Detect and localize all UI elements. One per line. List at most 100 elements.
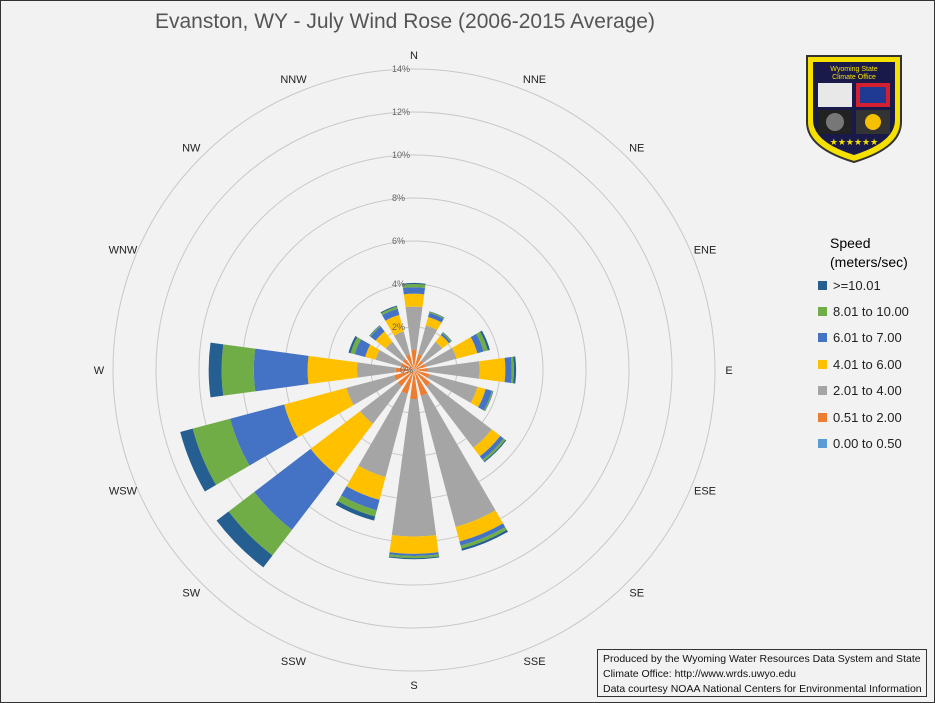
petal-segment-wsw xyxy=(180,428,217,492)
credit-line-3: Data courtesy NOAA National Centers for … xyxy=(603,683,922,695)
petal-segment-sse xyxy=(414,370,428,396)
petal-segment-nw xyxy=(402,358,414,370)
direction-label-s: S xyxy=(410,680,417,692)
direction-label-wsw: WSW xyxy=(109,486,138,498)
legend-item: 2.01 to 4.00 xyxy=(812,378,932,404)
petal-segment-nne xyxy=(418,325,438,357)
petal-segment-se xyxy=(414,370,415,371)
legend-label: 4.01 to 6.00 xyxy=(833,356,902,372)
legend-swatch xyxy=(818,280,827,290)
grid-ring xyxy=(198,154,630,586)
petal-segment-wsw xyxy=(192,418,250,486)
radial-tick-label: 4% xyxy=(392,279,405,289)
legend-swatch xyxy=(818,307,827,317)
radial-tick-label: 6% xyxy=(392,236,405,246)
petal-segment-sw xyxy=(360,382,402,424)
petal-segment-wnw xyxy=(354,339,371,358)
credit-line-1: Produced by the Wyoming Water Resources … xyxy=(603,653,921,665)
petal-segment-ne xyxy=(435,334,450,349)
petal-segment-s xyxy=(389,535,439,554)
petal-segment-w xyxy=(357,362,396,378)
petal-segment-se xyxy=(483,439,507,463)
petal-segment-ese xyxy=(414,370,416,371)
petal-segment-nw xyxy=(375,331,393,349)
petal-segment-ne xyxy=(414,360,424,370)
petal-segment-sse xyxy=(461,529,508,551)
petal-segment-ssw xyxy=(401,370,414,394)
petal-segment-w xyxy=(307,355,358,385)
credit-box: Produced by the Wyoming Water Resources … xyxy=(597,649,927,697)
petal-segment-nne xyxy=(429,311,445,318)
petal-segment-ese xyxy=(483,390,493,412)
direction-label-w: W xyxy=(94,365,105,377)
petal-segment-w xyxy=(395,367,413,373)
petal-segment-wsw xyxy=(394,370,414,381)
petal-segment-wnw xyxy=(348,335,358,354)
petal-segment-wsw xyxy=(284,387,354,438)
petal-segment-ne xyxy=(442,332,452,342)
petal-segment-nnw xyxy=(385,314,404,336)
petal-segment-sw xyxy=(413,370,414,371)
petal-segment-n xyxy=(402,287,426,295)
petal-segment-ne xyxy=(421,341,443,363)
petal-segment-sw xyxy=(216,511,273,568)
logo-stars: ★★★★★★ xyxy=(830,137,878,147)
petal-segment-nnw xyxy=(413,368,414,370)
legend-item: 8.01 to 10.00 xyxy=(812,298,932,324)
petal-segment-ssw xyxy=(413,370,414,372)
petal-segment-nne xyxy=(428,312,444,323)
petal-segment-se xyxy=(473,429,501,457)
petal-segment-ese xyxy=(470,386,486,408)
legend-label: 2.01 to 4.00 xyxy=(833,383,902,399)
petal-segment-nnw xyxy=(394,331,410,357)
petal-segment-ssw xyxy=(358,391,408,478)
direction-label-n: N xyxy=(410,50,418,62)
petal-segment-sw xyxy=(397,370,414,387)
petal-segment-ne xyxy=(440,333,451,344)
logo-text-line1: Wyoming State xyxy=(830,66,878,73)
petal-segment-sw xyxy=(228,491,293,556)
direction-label-nw: NW xyxy=(182,142,201,154)
petal-segment-e xyxy=(504,356,512,384)
petal-segment-nw xyxy=(413,369,414,370)
petal-segment-n xyxy=(402,283,426,288)
petal-segment-nnw xyxy=(382,308,400,321)
petal-segment-ne xyxy=(442,332,452,342)
credit-line-2: Climate Office: http://www.wrds.uwyo.edu xyxy=(603,668,796,680)
petal-segment-ese xyxy=(478,389,492,411)
legend-label: 6.01 to 7.00 xyxy=(833,330,902,346)
petal-segment-ese xyxy=(427,374,478,403)
direction-label-ese: ESE xyxy=(694,486,716,498)
wyoming-state-climate-office-logo: Wyoming State Climate Office ★★★★★★ xyxy=(806,55,902,164)
petal-segment-sw xyxy=(254,448,336,530)
direction-label-nnw: NNW xyxy=(280,74,307,86)
legend-swatch xyxy=(818,386,827,396)
petal-segment-e xyxy=(510,356,514,384)
petal-segment-e xyxy=(415,368,428,372)
legend: Speed (meters/sec) >=10.01 8.01 to 10.00 6… xyxy=(812,234,932,457)
direction-label-ene: ENE xyxy=(694,244,717,256)
petal-segment-wnw xyxy=(350,337,362,355)
petal-segment-ne xyxy=(414,369,415,370)
direction-label-ne: NE xyxy=(629,142,644,154)
direction-label-sse: SSE xyxy=(524,656,546,668)
petal-segment-n xyxy=(405,306,423,350)
petal-segment-wsw xyxy=(346,375,397,406)
legend-label: >=10.01 xyxy=(833,277,881,293)
petal-segment-wnw xyxy=(365,344,380,360)
petal-segment-w xyxy=(253,348,309,392)
logo-text-line2: Climate Office xyxy=(832,74,876,81)
petal-segment-ene xyxy=(452,337,478,359)
petal-group xyxy=(180,282,517,568)
petal-segment-wnw xyxy=(375,350,402,367)
petal-segment-ssw xyxy=(335,501,376,521)
petal-segment-sse xyxy=(414,370,415,372)
legend-item: 6.01 to 7.00 xyxy=(812,325,932,351)
legend-label: 8.01 to 10.00 xyxy=(833,304,909,320)
petal-segment-ssw xyxy=(346,465,386,500)
petal-segment-w xyxy=(208,342,224,398)
direction-label-sw: SW xyxy=(182,588,200,600)
legend-label: 0.00 to 0.50 xyxy=(833,436,902,452)
legend-swatch xyxy=(818,439,827,449)
